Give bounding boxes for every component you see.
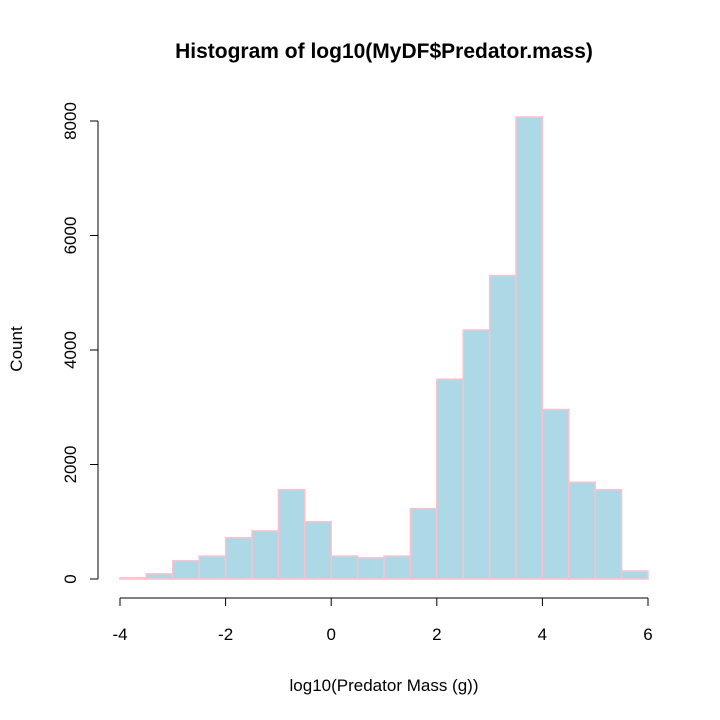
histogram-bars bbox=[119, 116, 649, 580]
histogram-bar bbox=[541, 408, 570, 580]
x-axis: -4 -2 0 2 4 6 bbox=[112, 597, 653, 644]
histogram-bar bbox=[145, 573, 174, 580]
histogram-bar bbox=[251, 530, 280, 580]
histogram-bar bbox=[620, 570, 649, 580]
histogram-bar bbox=[436, 378, 464, 580]
y-axis-label: Count bbox=[7, 326, 26, 372]
histogram-bar bbox=[568, 481, 596, 580]
x-axis-label: log10(Predator Mass (g)) bbox=[290, 676, 479, 695]
x-tick-label: 4 bbox=[538, 625, 547, 644]
x-tick-label: -4 bbox=[112, 625, 127, 644]
chart-title: Histogram of log10(MyDF$Predator.mass) bbox=[175, 40, 593, 63]
histogram-bar bbox=[277, 488, 306, 580]
histogram-bar bbox=[119, 577, 148, 580]
histogram-bar bbox=[488, 274, 517, 580]
histogram-bar bbox=[594, 488, 623, 580]
x-tick-label: 0 bbox=[326, 625, 335, 644]
histogram-bar bbox=[462, 329, 491, 580]
histogram-bar bbox=[356, 557, 385, 580]
histogram-bar bbox=[198, 555, 227, 580]
x-tick-label: 2 bbox=[432, 625, 441, 644]
histogram-bar bbox=[383, 555, 412, 580]
histogram-bar bbox=[409, 507, 438, 580]
histogram-bar bbox=[330, 555, 359, 580]
y-axis: 0 2000 4000 6000 8000 bbox=[61, 102, 99, 584]
y-tick-label: 4000 bbox=[61, 331, 80, 369]
histogram-bar bbox=[224, 537, 253, 580]
x-tick-label: 6 bbox=[643, 625, 652, 644]
x-tick-label: -2 bbox=[218, 625, 233, 644]
y-tick-label: 8000 bbox=[61, 102, 80, 140]
y-tick-label: 2000 bbox=[61, 446, 80, 484]
histogram-bar bbox=[304, 521, 332, 580]
y-tick-label: 0 bbox=[61, 574, 80, 583]
histogram-bar bbox=[172, 559, 200, 580]
y-tick-label: 6000 bbox=[61, 217, 80, 255]
histogram-bar bbox=[515, 116, 544, 580]
